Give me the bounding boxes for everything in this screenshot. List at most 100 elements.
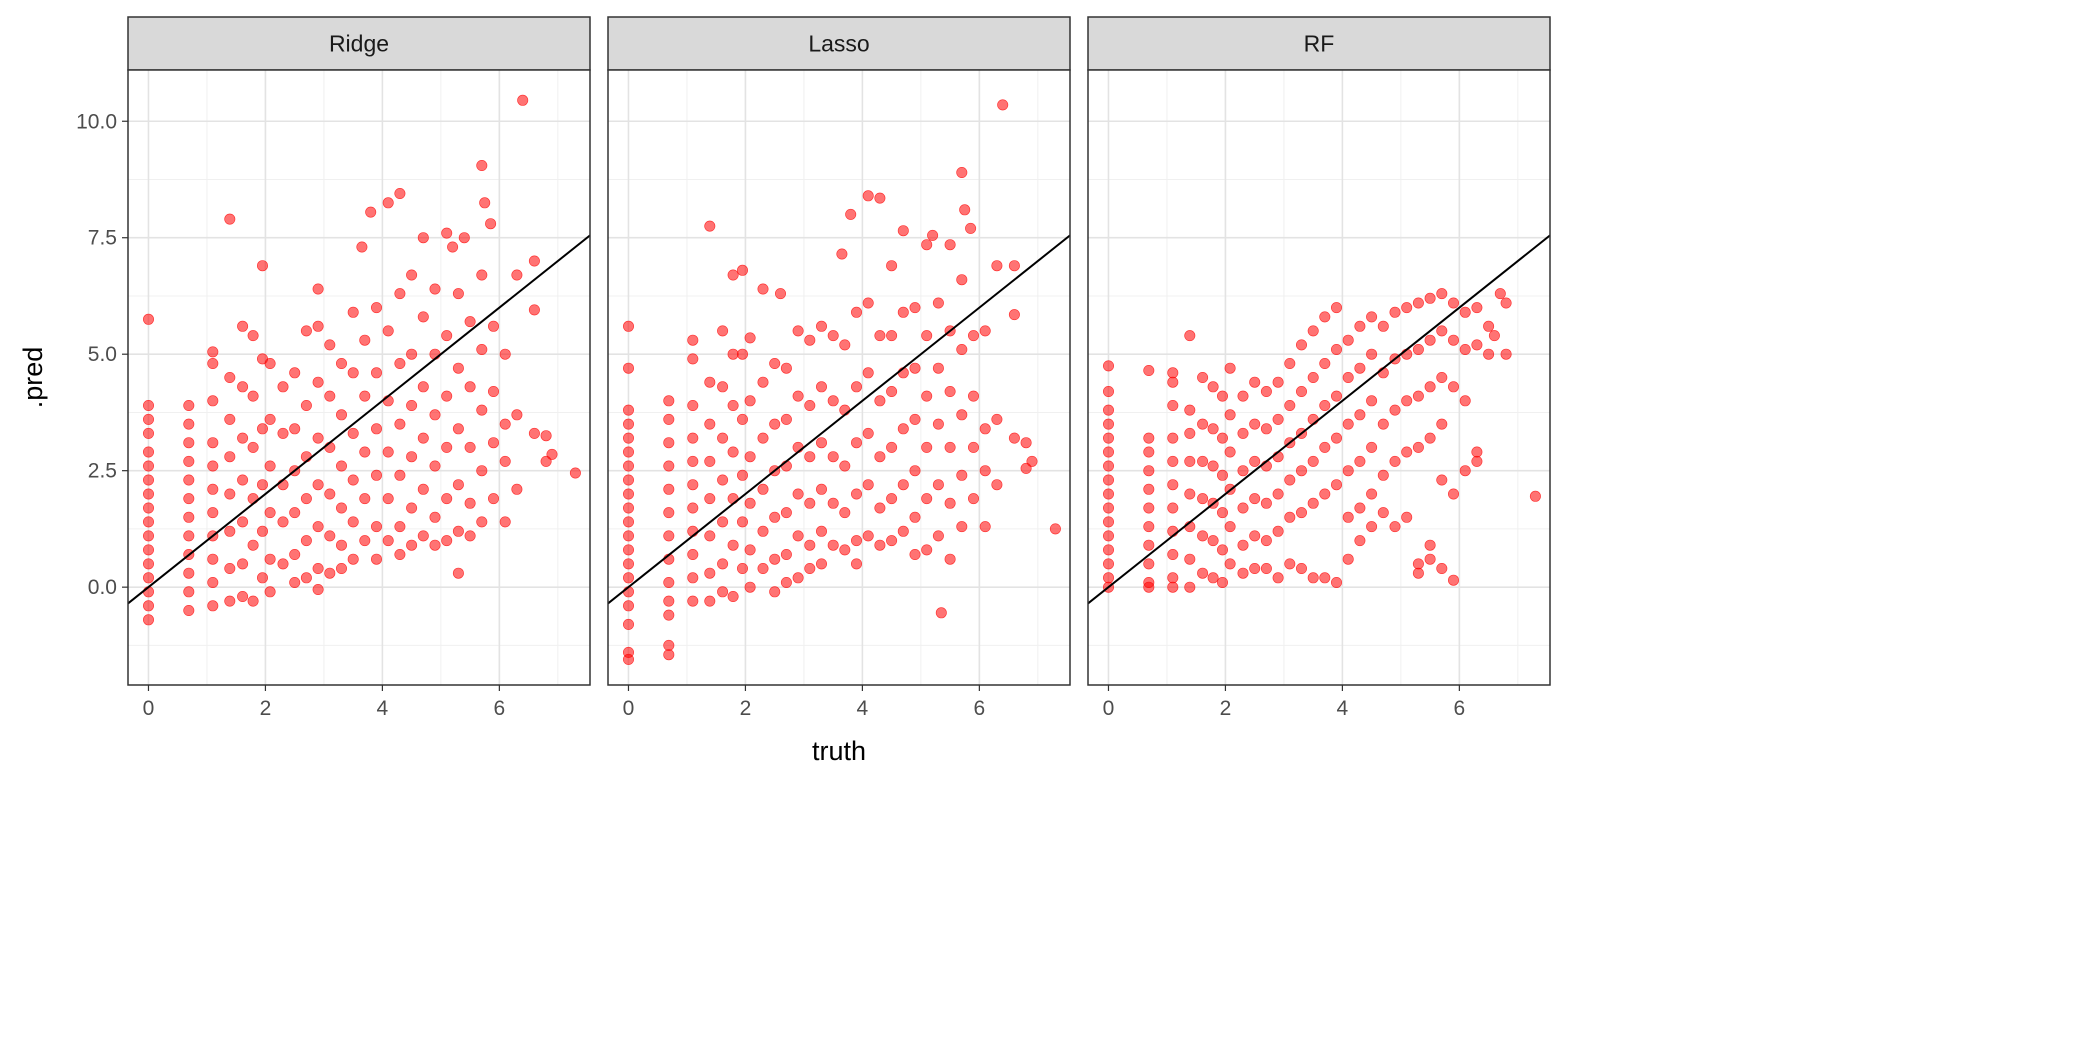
data-point bbox=[464, 530, 476, 542]
data-point bbox=[1448, 488, 1460, 500]
data-point bbox=[909, 511, 921, 523]
data-point bbox=[1167, 367, 1179, 379]
data-point bbox=[1103, 385, 1115, 397]
data-point bbox=[300, 572, 312, 584]
data-point bbox=[1260, 562, 1272, 574]
data-point bbox=[874, 330, 886, 342]
data-point bbox=[143, 460, 155, 472]
data-point bbox=[335, 409, 347, 421]
data-point bbox=[717, 474, 729, 486]
data-point bbox=[727, 269, 739, 281]
data-point bbox=[224, 371, 236, 383]
data-point bbox=[815, 320, 827, 332]
data-point bbox=[1424, 539, 1436, 551]
data-point bbox=[909, 362, 921, 374]
points bbox=[622, 99, 1061, 665]
data-point bbox=[1249, 455, 1261, 467]
data-point bbox=[1307, 572, 1319, 584]
data-point bbox=[528, 427, 540, 439]
data-point bbox=[1284, 474, 1296, 486]
data-point bbox=[815, 525, 827, 537]
data-point bbox=[780, 576, 792, 588]
x-tick-label: 6 bbox=[974, 697, 986, 720]
data-point bbox=[335, 502, 347, 514]
data-point bbox=[1217, 469, 1229, 481]
data-point bbox=[927, 229, 939, 241]
data-point bbox=[959, 204, 971, 216]
data-point bbox=[704, 455, 716, 467]
data-point bbox=[335, 539, 347, 551]
data-point bbox=[183, 474, 195, 486]
data-point bbox=[1143, 539, 1155, 551]
data-point bbox=[417, 530, 429, 542]
data-point bbox=[839, 507, 851, 519]
y-tick-label: 0.0 bbox=[88, 576, 117, 599]
data-point bbox=[932, 297, 944, 309]
data-point bbox=[499, 516, 511, 528]
data-point bbox=[143, 600, 155, 612]
data-point bbox=[1401, 446, 1413, 458]
data-point bbox=[663, 483, 675, 495]
data-point bbox=[1272, 413, 1284, 425]
data-point bbox=[300, 493, 312, 505]
data-point bbox=[727, 493, 739, 505]
data-point bbox=[1296, 465, 1308, 477]
data-point bbox=[1020, 462, 1032, 474]
data-point bbox=[1103, 516, 1115, 528]
data-point bbox=[862, 479, 874, 491]
data-point bbox=[429, 460, 441, 472]
data-point bbox=[1103, 446, 1115, 458]
data-point bbox=[956, 343, 968, 355]
data-point bbox=[1366, 311, 1378, 323]
data-point bbox=[839, 460, 851, 472]
data-point bbox=[300, 399, 312, 411]
data-point bbox=[769, 418, 781, 430]
data-point bbox=[944, 497, 956, 509]
data-point bbox=[382, 197, 394, 209]
data-point bbox=[1471, 455, 1483, 467]
data-point bbox=[183, 437, 195, 449]
data-point bbox=[1412, 297, 1424, 309]
data-point bbox=[1143, 432, 1155, 444]
data-point bbox=[183, 604, 195, 616]
data-point bbox=[452, 423, 464, 435]
data-point bbox=[622, 362, 634, 374]
x-tick-label: 2 bbox=[260, 697, 272, 720]
data-point bbox=[932, 479, 944, 491]
data-point bbox=[394, 288, 406, 300]
facet-strip-label: RF bbox=[1304, 31, 1335, 57]
data-point bbox=[1237, 502, 1249, 514]
data-point bbox=[727, 539, 739, 551]
data-point bbox=[540, 455, 552, 467]
data-point bbox=[1207, 381, 1219, 393]
data-point bbox=[1167, 455, 1179, 467]
data-point bbox=[183, 530, 195, 542]
data-point bbox=[224, 451, 236, 463]
data-point bbox=[207, 357, 219, 369]
data-point bbox=[499, 348, 511, 360]
data-point bbox=[935, 607, 947, 619]
data-point bbox=[237, 558, 249, 570]
data-point bbox=[300, 325, 312, 337]
data-point bbox=[687, 595, 699, 607]
data-point bbox=[815, 437, 827, 449]
data-point bbox=[417, 483, 429, 495]
data-point bbox=[1224, 446, 1236, 458]
data-point bbox=[511, 409, 523, 421]
data-point bbox=[1354, 535, 1366, 547]
data-point bbox=[663, 460, 675, 472]
data-point bbox=[836, 248, 848, 260]
data-point bbox=[1354, 455, 1366, 467]
data-point bbox=[183, 586, 195, 598]
data-point bbox=[1143, 521, 1155, 533]
data-point bbox=[324, 390, 336, 402]
data-point bbox=[804, 399, 816, 411]
data-point bbox=[1424, 334, 1436, 346]
data-point bbox=[622, 460, 634, 472]
data-point bbox=[370, 367, 382, 379]
data-point bbox=[1377, 320, 1389, 332]
data-point bbox=[897, 306, 909, 318]
data-point bbox=[528, 255, 540, 267]
y-tick-label: 5.0 bbox=[88, 343, 117, 366]
data-point bbox=[622, 618, 634, 630]
